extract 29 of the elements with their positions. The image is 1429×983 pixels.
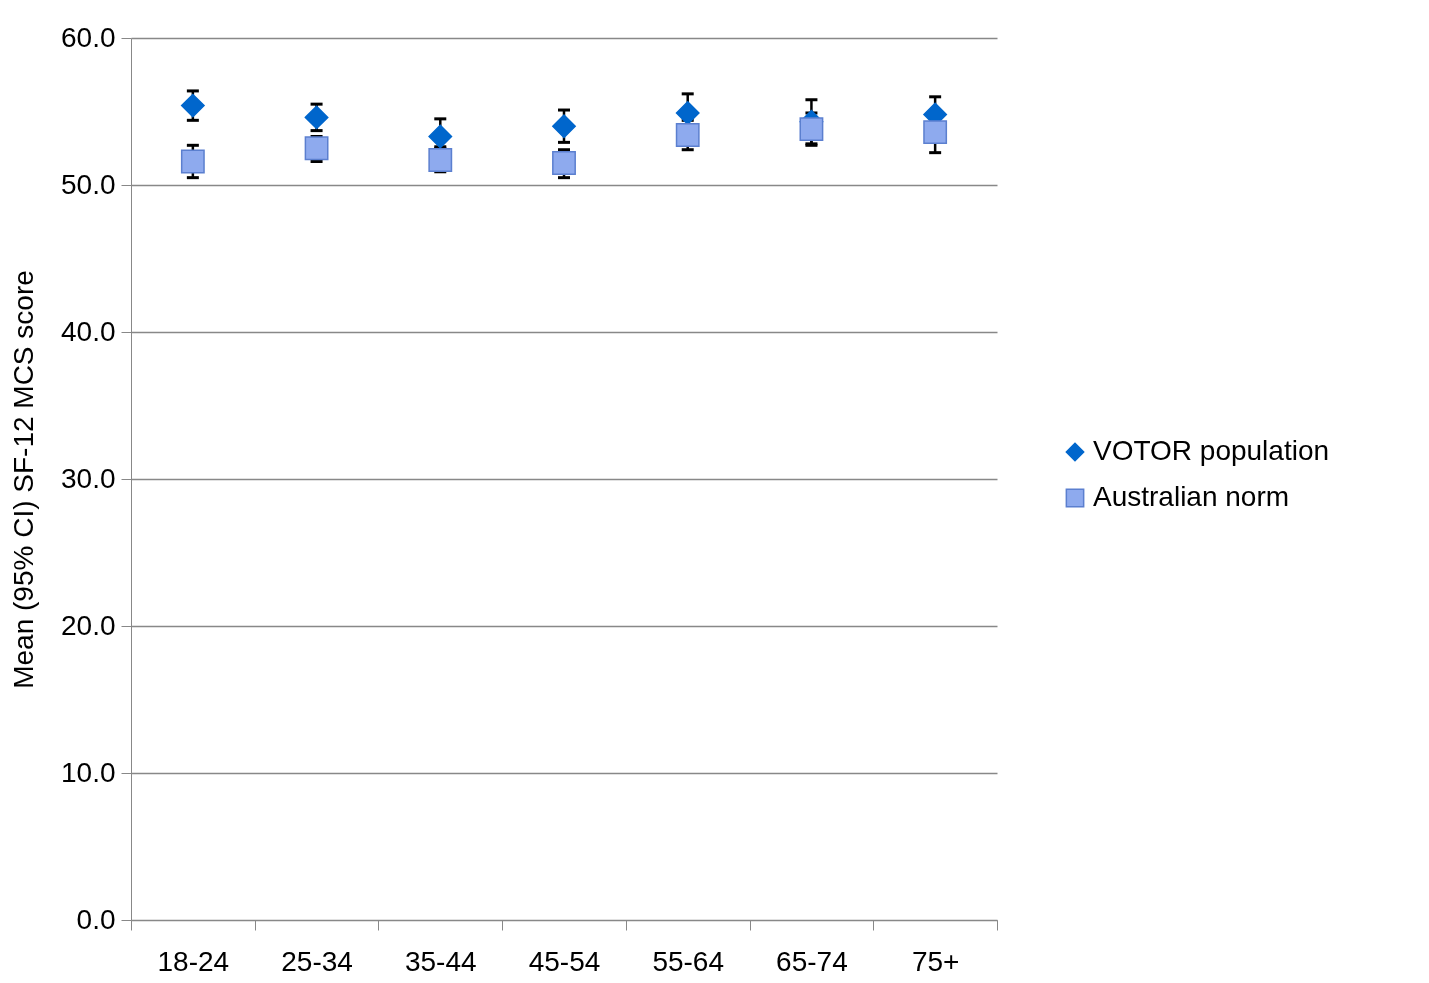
x-tick-label: 18-24 — [157, 945, 230, 977]
y-axis-title: Mean (95% CI) SF-12 MCS score — [8, 270, 39, 689]
point — [923, 120, 948, 145]
x-tick-label: 45-54 — [528, 945, 601, 977]
y-tick-label: 20.0 — [61, 609, 116, 641]
point — [304, 105, 329, 130]
x-tick-label: 55-64 — [652, 945, 725, 977]
y-tick-label: 0.0 — [76, 903, 116, 935]
x-tick-label: 75+ — [911, 945, 960, 977]
point — [552, 151, 576, 175]
point — [428, 124, 453, 149]
y-tick-label: 30.0 — [61, 462, 116, 494]
point — [180, 93, 205, 118]
y-tick-label: 40.0 — [61, 315, 116, 347]
legend-label: Australian norm — [1093, 481, 1290, 512]
point — [799, 117, 824, 142]
y-tick-label: 50.0 — [61, 168, 116, 200]
y-tick-label: 10.0 — [61, 756, 116, 788]
point — [428, 148, 453, 172]
x-tick-label: 35-44 — [404, 945, 477, 977]
legend-label: VOTOR population — [1093, 435, 1330, 466]
x-tick-label: 25-34 — [281, 945, 353, 977]
point — [304, 136, 329, 161]
point — [552, 114, 576, 139]
y-tick-label: 60.0 — [61, 21, 116, 53]
point — [180, 149, 205, 174]
x-tick-label: 65-74 — [776, 945, 848, 977]
point — [675, 101, 700, 125]
point — [675, 123, 700, 147]
